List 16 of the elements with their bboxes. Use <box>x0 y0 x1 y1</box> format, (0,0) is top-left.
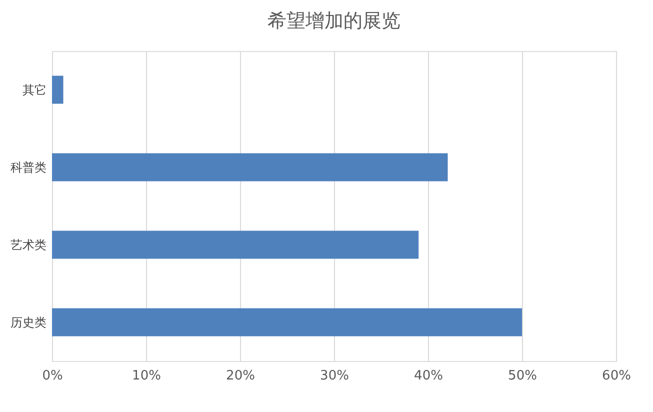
x-tick-label: 40% <box>414 368 443 384</box>
bar <box>52 76 64 104</box>
y-tick-label: 历史类 <box>10 315 46 330</box>
x-tick-label: 30% <box>320 368 349 384</box>
bar <box>52 230 419 259</box>
y-tick-label: 艺术类 <box>10 238 46 252</box>
y-tick-label: 科普类 <box>10 160 46 174</box>
y-tick-label: 其它 <box>22 82 46 97</box>
x-tick-label: 0% <box>42 368 63 384</box>
bar <box>52 153 448 182</box>
chart-title: 希望增加的展览 <box>268 10 400 32</box>
bar <box>52 308 522 336</box>
x-tick-label: 20% <box>226 368 255 384</box>
x-tick-label: 60% <box>602 368 631 384</box>
x-tick-label: 10% <box>132 368 161 384</box>
x-tick-label: 50% <box>508 368 537 384</box>
